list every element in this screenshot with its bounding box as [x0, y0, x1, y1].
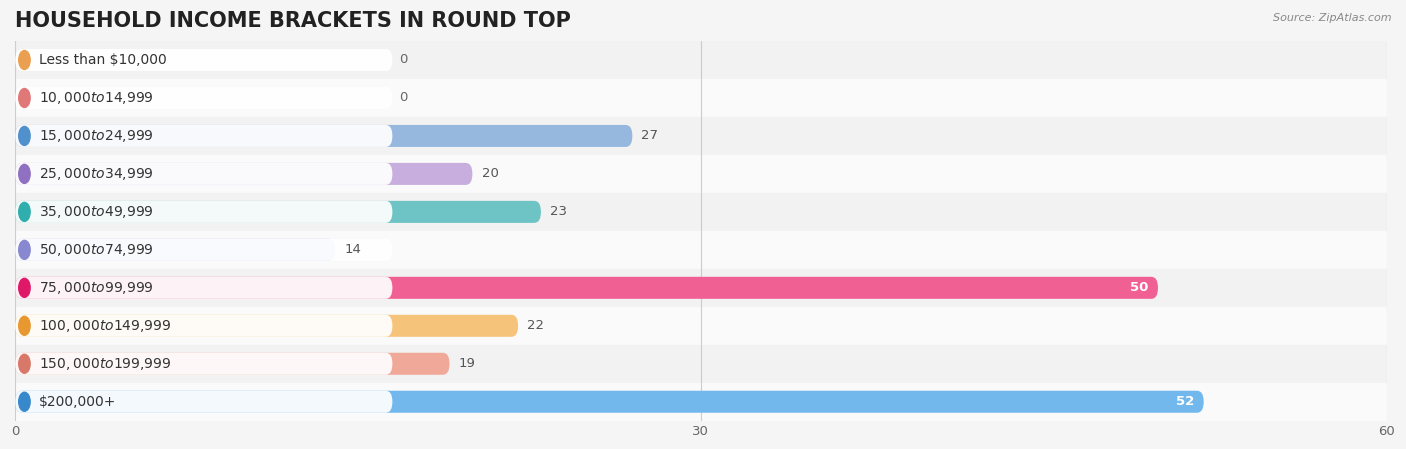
- Text: 14: 14: [344, 243, 361, 256]
- Text: $100,000 to $149,999: $100,000 to $149,999: [39, 318, 172, 334]
- FancyBboxPatch shape: [15, 87, 392, 109]
- FancyBboxPatch shape: [15, 163, 392, 185]
- Text: 52: 52: [1177, 395, 1195, 408]
- Text: $35,000 to $49,999: $35,000 to $49,999: [39, 204, 155, 220]
- Text: 20: 20: [481, 167, 498, 180]
- FancyBboxPatch shape: [15, 239, 335, 261]
- Text: $10,000 to $14,999: $10,000 to $14,999: [39, 90, 155, 106]
- FancyBboxPatch shape: [15, 315, 517, 337]
- FancyBboxPatch shape: [15, 391, 1204, 413]
- Circle shape: [18, 392, 30, 411]
- Text: 22: 22: [527, 319, 544, 332]
- Circle shape: [18, 164, 30, 183]
- Bar: [15, 155, 1386, 193]
- Text: $150,000 to $199,999: $150,000 to $199,999: [39, 356, 172, 372]
- Circle shape: [18, 240, 30, 260]
- Text: $200,000+: $200,000+: [39, 395, 117, 409]
- Circle shape: [18, 354, 30, 373]
- Text: $50,000 to $74,999: $50,000 to $74,999: [39, 242, 155, 258]
- Text: 23: 23: [550, 205, 567, 218]
- FancyBboxPatch shape: [15, 201, 392, 223]
- Text: $15,000 to $24,999: $15,000 to $24,999: [39, 128, 155, 144]
- Bar: [15, 41, 1386, 79]
- Text: $25,000 to $34,999: $25,000 to $34,999: [39, 166, 155, 182]
- FancyBboxPatch shape: [15, 163, 472, 185]
- FancyBboxPatch shape: [15, 391, 392, 413]
- Text: 0: 0: [399, 92, 408, 105]
- FancyBboxPatch shape: [15, 125, 392, 147]
- Bar: [15, 79, 1386, 117]
- Text: 50: 50: [1130, 282, 1149, 294]
- Bar: [15, 117, 1386, 155]
- FancyBboxPatch shape: [15, 277, 392, 299]
- Text: Less than $10,000: Less than $10,000: [39, 53, 167, 67]
- FancyBboxPatch shape: [15, 315, 392, 337]
- Circle shape: [18, 316, 30, 335]
- FancyBboxPatch shape: [15, 201, 541, 223]
- FancyBboxPatch shape: [15, 239, 392, 261]
- Text: HOUSEHOLD INCOME BRACKETS IN ROUND TOP: HOUSEHOLD INCOME BRACKETS IN ROUND TOP: [15, 11, 571, 31]
- Text: 27: 27: [641, 129, 658, 142]
- Circle shape: [18, 50, 30, 70]
- Bar: [15, 383, 1386, 421]
- FancyBboxPatch shape: [15, 49, 392, 71]
- FancyBboxPatch shape: [15, 353, 450, 375]
- Circle shape: [18, 202, 30, 221]
- Text: 19: 19: [458, 357, 475, 370]
- Bar: [15, 269, 1386, 307]
- Bar: [15, 193, 1386, 231]
- FancyBboxPatch shape: [15, 277, 1159, 299]
- Circle shape: [18, 278, 30, 297]
- Circle shape: [18, 127, 30, 145]
- Circle shape: [18, 88, 30, 107]
- Text: 0: 0: [399, 53, 408, 66]
- FancyBboxPatch shape: [15, 125, 633, 147]
- Bar: [15, 307, 1386, 345]
- Text: $75,000 to $99,999: $75,000 to $99,999: [39, 280, 155, 296]
- FancyBboxPatch shape: [15, 353, 392, 375]
- Bar: [15, 231, 1386, 269]
- Bar: [15, 345, 1386, 383]
- Text: Source: ZipAtlas.com: Source: ZipAtlas.com: [1274, 13, 1392, 23]
